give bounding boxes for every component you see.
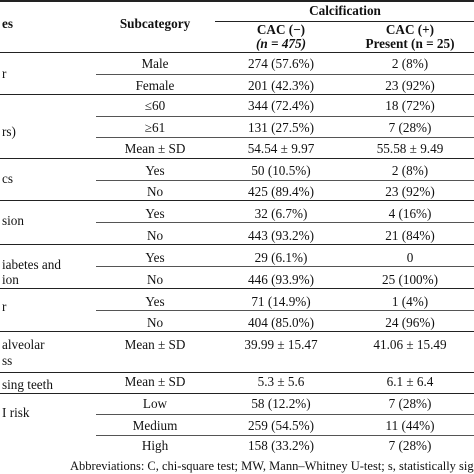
- row-divider: [96, 222, 474, 223]
- row-subcategory: Female: [135, 78, 175, 93]
- group-divider: [0, 158, 474, 159]
- row-cac-pos: 41.06 ± 15.49: [373, 337, 447, 352]
- group-divider: [0, 331, 474, 332]
- group-divider: [0, 244, 474, 245]
- row-cac-pos: 11 (44%): [385, 418, 435, 433]
- row-cac-neg: 344 (72.4%): [248, 98, 314, 113]
- row-cac-neg: 404 (85.0%): [248, 315, 314, 330]
- row-subcategory: Yes: [145, 250, 165, 265]
- row-divider: [96, 137, 474, 138]
- row-subcategory: Mean ± SD: [124, 141, 186, 156]
- row-cac-neg: 58 (12.2%): [251, 396, 311, 411]
- group-divider: [0, 288, 474, 289]
- group-rule: [215, 21, 474, 22]
- row-divider: [96, 435, 474, 436]
- header-cac-pos: CAC (+): [385, 22, 435, 37]
- row-label: cs: [2, 171, 13, 186]
- header-subcategory: Subcategory: [119, 16, 191, 31]
- row-cac-pos: 7 (28%): [388, 438, 432, 453]
- row-cac-pos: 18 (72%): [385, 98, 435, 113]
- footnote: Abbreviations: C, chi-square test; MW, M…: [70, 459, 474, 473]
- row-cac-neg: 131 (27.5%): [248, 120, 314, 135]
- row-cac-pos: 0: [406, 250, 414, 265]
- header-rule: [0, 52, 474, 53]
- row-cac-neg: 32 (6.7%): [254, 206, 308, 221]
- row-label: sing teeth: [2, 377, 53, 392]
- row-cac-neg: 50 (10.5%): [251, 163, 311, 178]
- row-cac-pos: 23 (92%): [385, 78, 435, 93]
- row-cac-pos: 7 (28%): [388, 396, 432, 411]
- row-cac-pos: 1 (4%): [391, 294, 429, 309]
- group-divider: [0, 372, 474, 373]
- row-cac-pos: 55.58 ± 9.49: [376, 141, 444, 156]
- row-cac-neg: 29 (6.1%): [254, 250, 308, 265]
- row-subcategory: Low: [142, 396, 168, 411]
- group-divider: [0, 393, 474, 394]
- row-subcategory: Mean ± SD: [124, 374, 186, 389]
- row-subcategory: High: [141, 438, 169, 453]
- row-cac-pos: 6.1 ± 6.4: [386, 374, 434, 389]
- row-subcategory: ≥61: [144, 120, 166, 135]
- row-divider: [96, 74, 474, 75]
- header-cac-neg: CAC (−): [256, 22, 306, 37]
- row-cac-neg: 39.99 ± 15.47: [244, 337, 318, 352]
- row-cac-neg: 274 (57.6%): [248, 56, 314, 71]
- row-cac-pos: 24 (96%): [385, 315, 435, 330]
- row-subcategory: Male: [141, 56, 169, 71]
- row-label: r: [2, 299, 7, 314]
- row-subcategory: Yes: [145, 294, 165, 309]
- row-cac-pos: 7 (28%): [388, 120, 432, 135]
- row-cac-neg: 259 (54.5%): [248, 418, 314, 433]
- row-subcategory: No: [146, 272, 164, 287]
- row-label: ss: [2, 353, 13, 368]
- row-label: alveolar: [2, 337, 45, 352]
- header-variables: es: [2, 16, 13, 31]
- row-subcategory: Yes: [145, 206, 165, 221]
- row-label: I risk: [2, 405, 30, 420]
- row-cac-neg: 446 (93.9%): [248, 272, 314, 287]
- row-cac-neg: 71 (14.9%): [251, 294, 311, 309]
- row-cac-neg: 201 (42.3%): [248, 78, 314, 93]
- header-cac-pos-n: Present (n = 25): [365, 36, 455, 51]
- row-cac-neg: 158 (33.2%): [248, 438, 314, 453]
- row-label: ion: [2, 272, 19, 287]
- row-cac-pos: 4 (16%): [388, 206, 432, 221]
- row-subcategory: Yes: [145, 163, 165, 178]
- row-cac-neg: 5.3 ± 5.6: [257, 374, 305, 389]
- top-rule: [0, 0, 474, 2]
- row-subcategory: Mean ± SD: [124, 337, 186, 352]
- row-divider: [96, 116, 474, 117]
- row-cac-pos: 2 (8%): [391, 163, 429, 178]
- row-cac-pos: 21 (84%): [385, 228, 435, 243]
- group-divider: [0, 94, 474, 95]
- row-label: sion: [2, 213, 24, 228]
- row-divider: [96, 266, 474, 267]
- row-cac-pos: 2 (8%): [391, 56, 429, 71]
- row-cac-neg: 443 (93.2%): [248, 228, 314, 243]
- row-subcategory: No: [146, 228, 164, 243]
- row-divider: [96, 180, 474, 181]
- row-subcategory: No: [146, 184, 164, 199]
- header-cac-neg-n: (n = 475): [255, 36, 306, 51]
- row-cac-neg: 425 (89.4%): [248, 184, 314, 199]
- row-subcategory: Medium: [132, 418, 178, 433]
- row-cac-neg: 54.54 ± 9.97: [247, 141, 315, 156]
- row-label: rs): [2, 124, 16, 139]
- row-divider: [96, 310, 474, 311]
- row-divider: [96, 414, 474, 415]
- row-cac-pos: 25 (100%): [381, 272, 439, 287]
- header-calcification: Calcification: [309, 3, 381, 18]
- row-label: r: [2, 66, 7, 81]
- row-cac-pos: 23 (92%): [385, 184, 435, 199]
- row-label: iabetes and: [2, 257, 61, 272]
- row-subcategory: ≤60: [144, 98, 166, 113]
- group-divider: [0, 200, 474, 201]
- row-subcategory: No: [146, 315, 164, 330]
